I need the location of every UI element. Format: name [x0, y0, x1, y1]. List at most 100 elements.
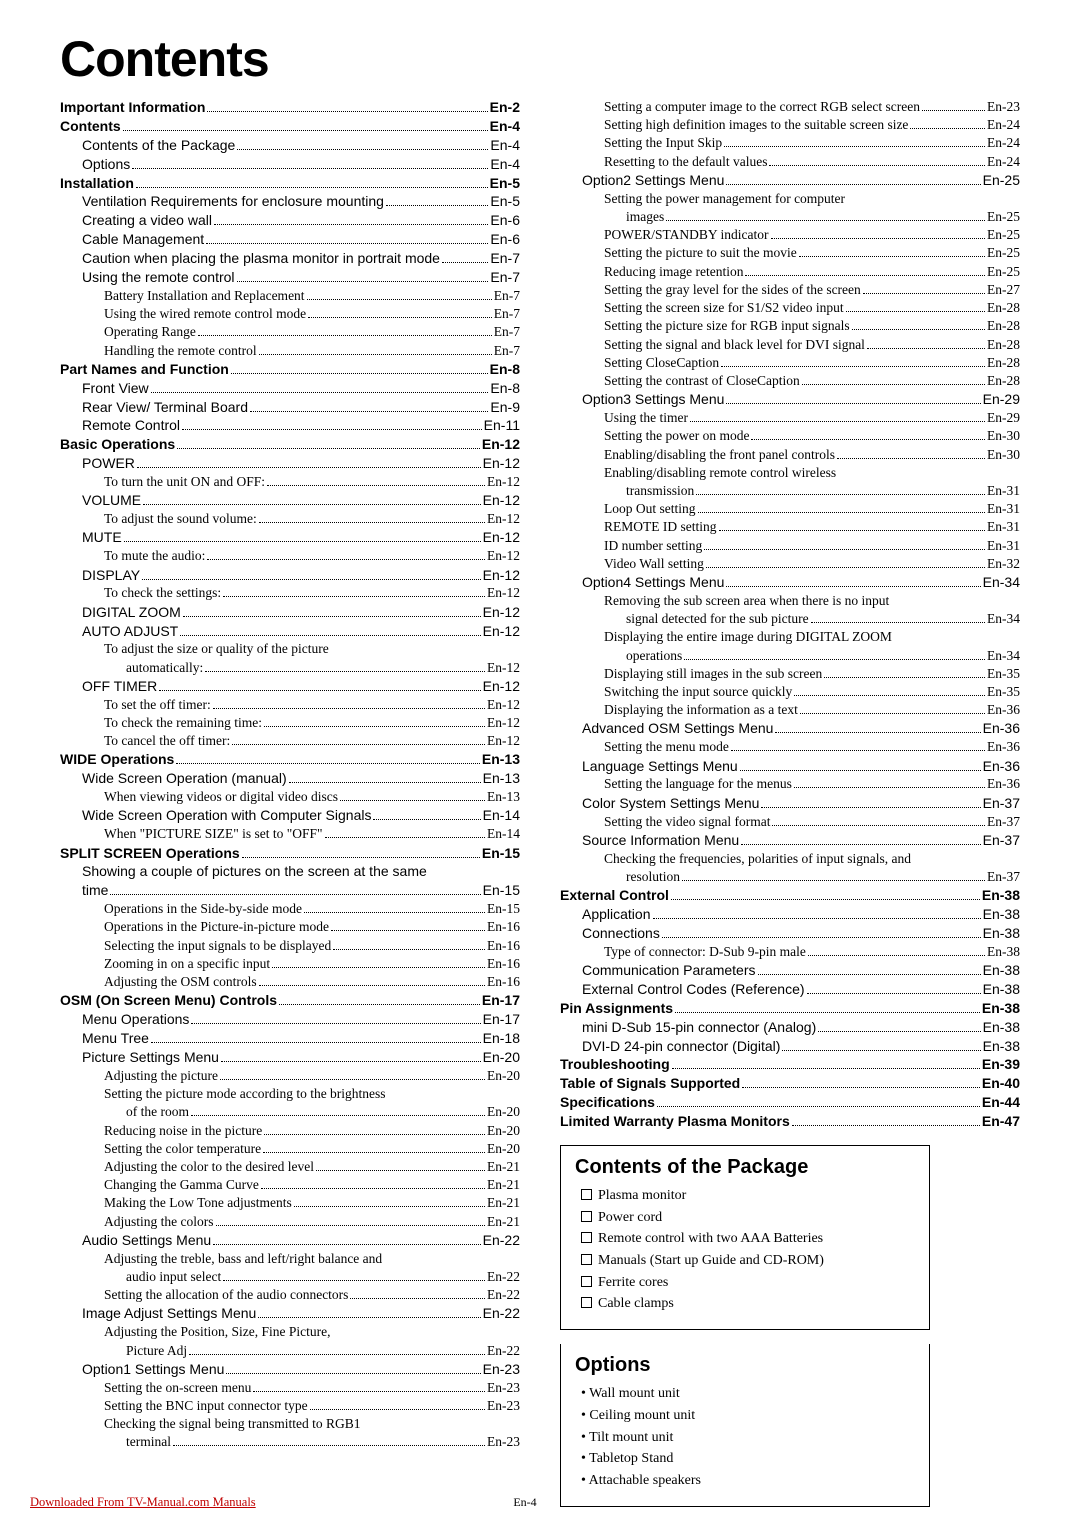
- toc-col-left: Important InformationEn-2ContentsEn-4Con…: [60, 98, 520, 1507]
- toc-leader: [333, 949, 485, 950]
- toc-label: signal detected for the sub picture: [626, 610, 809, 628]
- toc-page: En-38: [983, 1018, 1020, 1037]
- toc-leader: [794, 787, 985, 788]
- toc-page: En-30: [987, 446, 1020, 464]
- toc-row: Adjusting the colorsEn-21: [60, 1213, 520, 1231]
- toc-label: Type of connector: D-Sub 9-pin male: [604, 943, 806, 961]
- package-item: Remote control with two AAA Batteries: [575, 1228, 915, 1250]
- toc-row: Displaying the information as a textEn-3…: [560, 701, 1020, 719]
- toc-page: En-27: [987, 281, 1020, 299]
- toc-row: resolutionEn-37: [560, 868, 1020, 886]
- toc-label: To check the settings:: [104, 584, 221, 602]
- toc-row: Adjusting the treble, bass and left/righ…: [60, 1250, 520, 1268]
- toc-row: imagesEn-25: [560, 208, 1020, 226]
- toc-row: Ventilation Requirements for enclosure m…: [60, 192, 520, 211]
- toc-page: En-12: [487, 659, 520, 677]
- toc-row: Pin AssignmentsEn-38: [560, 999, 1020, 1018]
- toc-label: Rear View/ Terminal Board: [82, 398, 248, 417]
- toc-label: Connections: [582, 924, 660, 943]
- toc-label: Communication Parameters: [582, 961, 756, 980]
- toc-label: Option2 Settings Menu: [582, 171, 724, 190]
- download-link[interactable]: Downloaded From TV-Manual.com Manuals: [30, 1495, 256, 1509]
- toc-page: En-20: [487, 1140, 520, 1158]
- toc-page: En-28: [987, 372, 1020, 390]
- toc-page: En-7: [494, 305, 520, 323]
- toc-leader: [657, 1106, 980, 1107]
- toc-label: DIGITAL ZOOM: [82, 603, 181, 622]
- toc-page: En-7: [490, 249, 520, 268]
- toc-page: En-12: [487, 547, 520, 565]
- toc-label: DVI-D 24-pin connector (Digital): [582, 1037, 780, 1056]
- options-box: Options • Wall mount unit• Ceiling mount…: [560, 1344, 930, 1506]
- package-item: Ferrite cores: [575, 1272, 915, 1294]
- toc-leader: [307, 299, 492, 300]
- toc-label: Setting the Input Skip: [604, 134, 722, 152]
- toc-page: En-15: [487, 900, 520, 918]
- toc-row: Communication ParametersEn-38: [560, 961, 1020, 980]
- toc-label: POWER/STANDBY indicator: [604, 226, 769, 244]
- toc-page: En-40: [982, 1074, 1020, 1093]
- toc-leader: [223, 596, 485, 597]
- toc-leader: [176, 763, 480, 764]
- toc-page: En-17: [483, 1010, 520, 1029]
- toc-row: Setting high definition images to the su…: [560, 116, 1020, 134]
- toc-label: To check the remaining time:: [104, 714, 262, 732]
- toc-label: Caution when placing the plasma monitor …: [82, 249, 440, 268]
- toc-row: Reducing image retentionEn-25: [560, 263, 1020, 281]
- toc-label: OSM (On Screen Menu) Controls: [60, 991, 277, 1010]
- toc-leader: [259, 522, 485, 523]
- toc-leader: [207, 111, 487, 112]
- toc-label: To mute the audio:: [104, 547, 205, 565]
- toc-leader: [191, 1115, 485, 1116]
- toc-label: Showing a couple of pictures on the scre…: [82, 862, 427, 881]
- toc-leader: [253, 1391, 485, 1392]
- options-title: Options: [575, 1354, 915, 1377]
- toc-page: En-38: [983, 980, 1020, 999]
- toc-label: Troubleshooting: [560, 1055, 670, 1074]
- toc-page: En-31: [987, 518, 1020, 536]
- toc-leader: [751, 439, 985, 440]
- toc-leader: [684, 659, 985, 660]
- toc-label: Menu Operations: [82, 1010, 189, 1029]
- toc-label: POWER: [82, 454, 135, 473]
- toc-label: WIDE Operations: [60, 750, 174, 769]
- toc-page: En-21: [487, 1194, 520, 1212]
- toc-page: En-28: [987, 336, 1020, 354]
- toc-label: Menu Tree: [82, 1029, 149, 1048]
- toc-row: audio input selectEn-22: [60, 1268, 520, 1286]
- toc-label: Displaying the entire image during DIGIT…: [604, 628, 892, 646]
- toc-row: Operations in the Picture-in-picture mod…: [60, 918, 520, 936]
- toc-label: Setting the allocation of the audio conn…: [104, 1286, 348, 1304]
- checkbox-icon: [581, 1254, 592, 1265]
- toc-label: Source Information Menu: [582, 831, 739, 850]
- toc-page: En-37: [987, 868, 1020, 886]
- toc-row: Picture Settings MenuEn-20: [60, 1048, 520, 1067]
- toc-leader: [867, 348, 985, 349]
- toc-row: Language Settings MenuEn-36: [560, 757, 1020, 776]
- toc-page: En-12: [487, 696, 520, 714]
- toc-row: DVI-D 24-pin connector (Digital)En-38: [560, 1037, 1020, 1056]
- toc-leader: [207, 559, 485, 560]
- toc-page: En-21: [487, 1213, 520, 1231]
- toc-row: POWEREn-12: [60, 454, 520, 473]
- toc-page: En-12: [487, 732, 520, 750]
- toc-row: Using the remote controlEn-7: [60, 268, 520, 287]
- toc-leader: [698, 512, 986, 513]
- toc-row: SpecificationsEn-44: [560, 1093, 1020, 1112]
- toc-label: Selecting the input signals to be displa…: [104, 937, 331, 955]
- package-item: Power cord: [575, 1207, 915, 1229]
- toc-leader: [279, 1004, 480, 1005]
- toc-leader: [310, 1409, 485, 1410]
- toc-label: Setting the on-screen menu: [104, 1379, 251, 1397]
- toc-row: Option3 Settings MenuEn-29: [560, 390, 1020, 409]
- toc-row: To adjust the size or quality of the pic…: [60, 640, 520, 658]
- toc-page: En-8: [490, 379, 520, 398]
- toc-leader: [220, 1079, 485, 1080]
- toc-row: automatically:En-12: [60, 659, 520, 677]
- toc-label: Adjusting the Position, Size, Fine Pictu…: [104, 1323, 331, 1341]
- toc-leader: [671, 899, 980, 900]
- toc-leader: [213, 708, 485, 709]
- toc-label: Setting the color temperature: [104, 1140, 261, 1158]
- toc-page: En-23: [487, 1397, 520, 1415]
- toc-label: Setting the screen size for S1/S2 video …: [604, 299, 844, 317]
